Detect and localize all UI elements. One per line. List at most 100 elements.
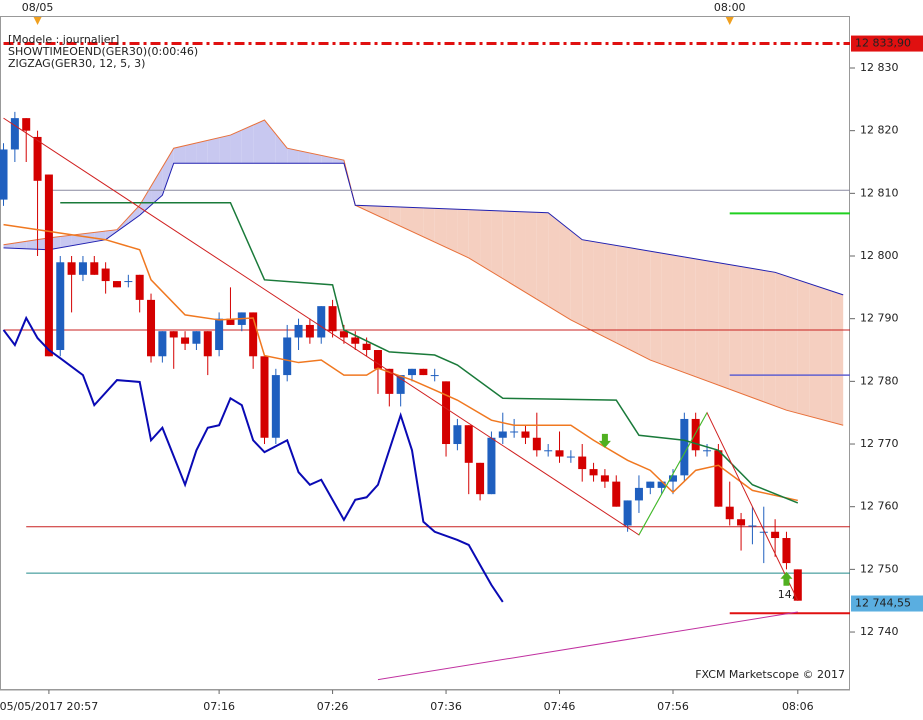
cloud-fill <box>298 150 310 164</box>
candle-body <box>249 312 258 357</box>
price-label: 12 833,90 <box>855 37 911 50</box>
cloud-fill <box>525 211 537 300</box>
candle-body <box>351 337 360 344</box>
cloud-fill <box>593 241 605 338</box>
candle-body <box>646 481 655 488</box>
candle-body <box>362 343 371 351</box>
candle-body <box>10 118 19 150</box>
cloud-fill <box>71 233 83 246</box>
candle-body <box>215 318 224 351</box>
x-tick-label: 07:26 <box>317 700 349 713</box>
x-tick-label: 07:46 <box>544 700 576 713</box>
cloud-fill <box>332 157 344 164</box>
cloud-fill <box>26 239 38 250</box>
candle-body <box>112 281 121 288</box>
cloud-fill <box>650 251 662 365</box>
candle-body <box>260 356 269 438</box>
cloud-fill <box>275 134 288 164</box>
candle-body <box>101 268 110 282</box>
candle-body <box>328 306 337 332</box>
cloud-fill <box>446 208 458 253</box>
cloud-fill <box>548 212 560 314</box>
x-tick-label: 07:36 <box>430 700 462 713</box>
candle-body <box>668 475 677 482</box>
candle-body <box>634 487 643 501</box>
cloud-fill <box>661 253 673 369</box>
candle-body <box>566 456 575 458</box>
candle-body <box>453 425 462 445</box>
cloud-fill <box>207 137 220 164</box>
cloud-fill <box>423 207 435 243</box>
candle-body <box>782 538 791 564</box>
cloud-fill <box>797 279 810 417</box>
candle-body <box>657 481 666 488</box>
cloud-fill <box>162 148 174 196</box>
y-tick-label: 12 760 <box>860 500 899 513</box>
candle-body <box>748 525 757 527</box>
candle-body <box>714 450 723 507</box>
candle-body <box>600 475 609 482</box>
candle-body <box>158 331 167 357</box>
candle-body <box>33 136 42 181</box>
indicator-note: ZIGZAG(GER30, 12, 5, 3) <box>8 57 145 70</box>
candle-body <box>578 456 587 470</box>
cloud-fill <box>309 152 322 164</box>
cloud-fill <box>491 210 503 279</box>
candle-body <box>226 318 235 325</box>
candle-body <box>612 481 621 507</box>
y-tick-label: 12 790 <box>860 312 899 325</box>
y-tick-label: 12 780 <box>860 374 899 387</box>
candle-body <box>623 500 632 526</box>
cloud-fill <box>128 205 140 224</box>
cloud-fill <box>434 208 447 248</box>
x-tick-label: 07:16 <box>203 700 235 713</box>
cloud-fill <box>412 207 424 237</box>
candle-body <box>703 450 712 452</box>
cloud-fill <box>570 230 583 326</box>
candle-body <box>181 337 190 344</box>
candle-body <box>305 324 314 338</box>
cloud-fill <box>616 245 628 349</box>
indicator-line <box>60 201 799 504</box>
price-label-box <box>851 595 923 612</box>
signal-arrow <box>598 433 611 448</box>
x-tick-label: 05/05/2017 20:57 <box>0 700 98 713</box>
y-tick-label: 12 770 <box>860 437 899 450</box>
cloud-span-b <box>3 162 844 296</box>
candle-body <box>147 299 156 357</box>
cloud-fill <box>604 243 617 343</box>
top-label: 08:00 <box>714 1 746 14</box>
candle-body <box>521 431 530 438</box>
x-tick-label: 08:06 <box>782 700 814 713</box>
cloud-fill <box>366 205 378 216</box>
cloud-fill <box>241 125 254 164</box>
candle-body <box>532 437 541 451</box>
watermark: FXCM Marketscope © 2017 <box>695 668 845 681</box>
candle-body <box>680 418 689 476</box>
candle-body <box>510 431 519 433</box>
cloud-fill <box>173 145 186 164</box>
indicator-note: [Modele : journalier] <box>8 33 119 46</box>
cloud-fill <box>253 120 265 164</box>
candle-body <box>737 519 746 526</box>
candle-body <box>544 450 553 452</box>
cloud-fill <box>196 140 208 164</box>
candle-body <box>44 174 53 357</box>
cloud-fill <box>480 210 492 272</box>
cloud-fill <box>582 239 594 332</box>
indicator-line <box>377 611 798 681</box>
candle-body <box>759 531 768 533</box>
cloud-fill <box>741 266 753 398</box>
cloud-fill <box>468 209 481 265</box>
cloud-fill <box>400 207 413 232</box>
candle-body <box>419 368 428 376</box>
cloud-fill <box>60 235 72 248</box>
candle-body <box>771 531 780 539</box>
x-tick-label: 07:56 <box>657 700 689 713</box>
cloud-fill <box>707 260 719 386</box>
top-marker <box>33 17 42 25</box>
price-label-box <box>851 35 923 52</box>
cloud-fill <box>151 167 163 206</box>
